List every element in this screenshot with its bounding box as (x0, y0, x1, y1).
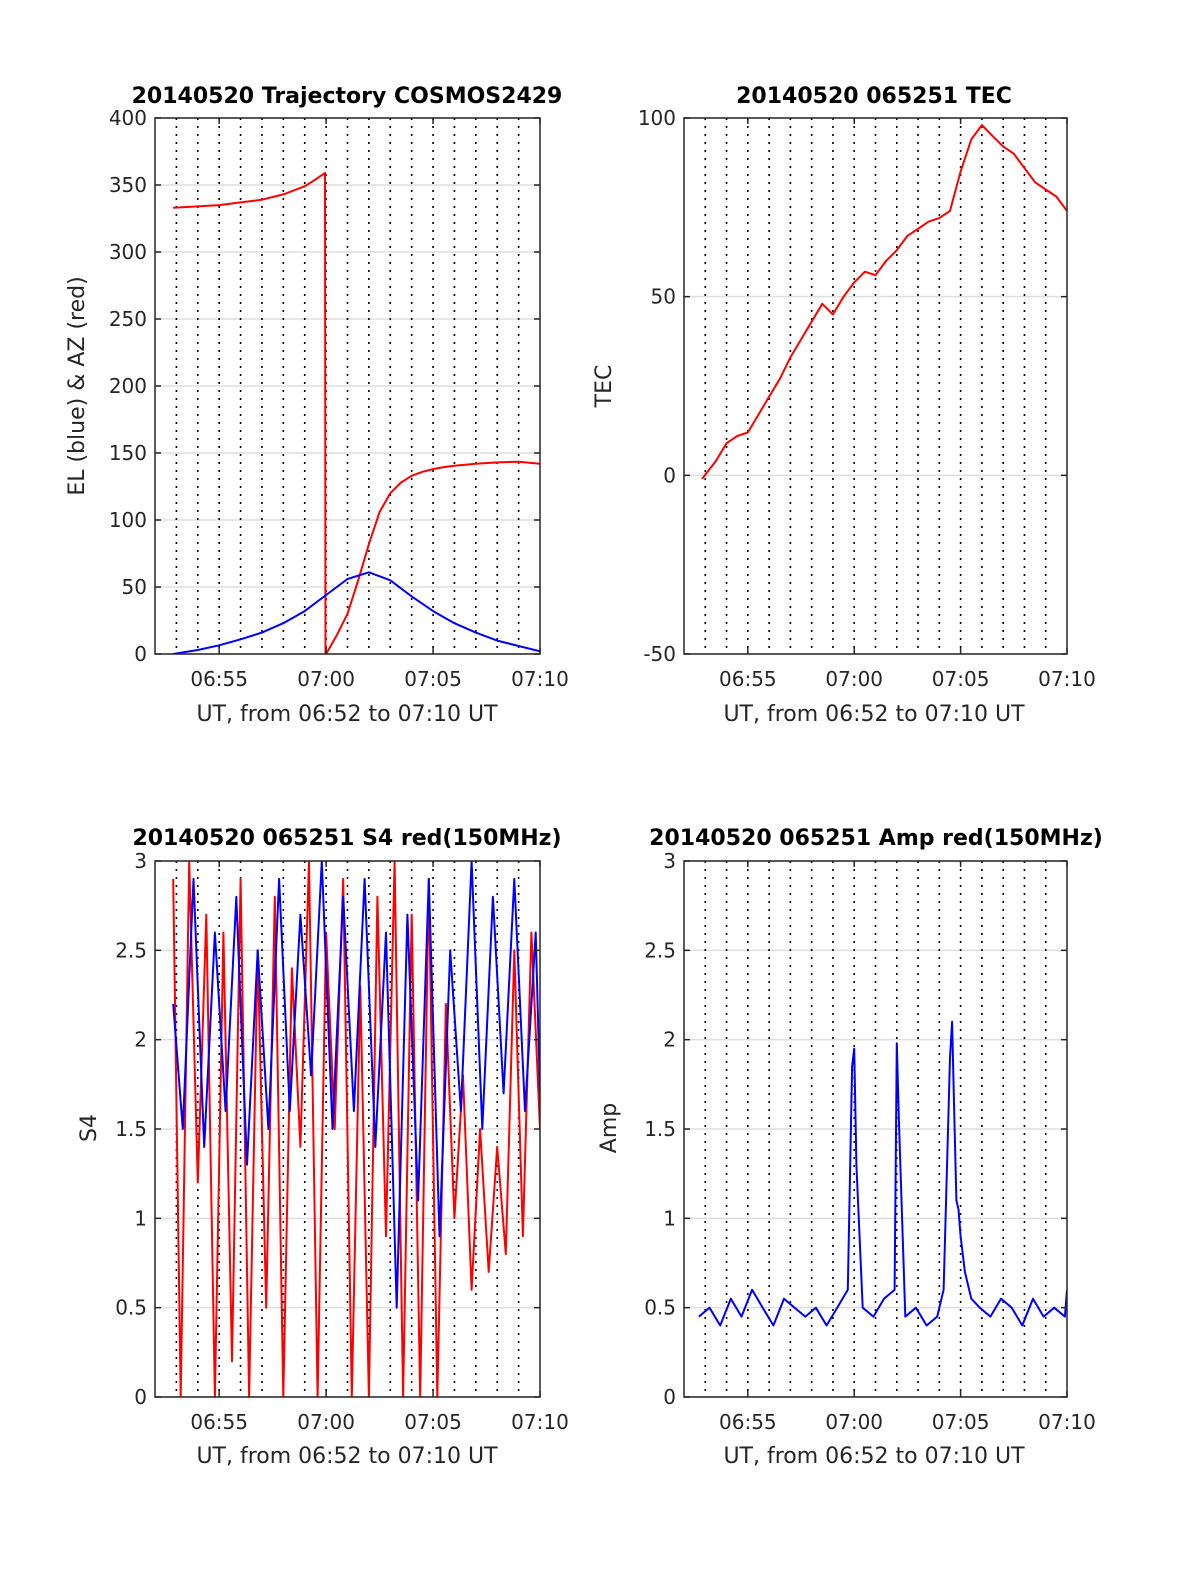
x-tick-label: 06:55 (719, 667, 777, 691)
x-tick-label: 07:10 (1038, 1410, 1096, 1434)
y-tick-label: 200 (109, 374, 147, 398)
y-tick-label: 0 (134, 1385, 147, 1409)
chart-amp: 0 0.5 1 1.5 2 2.5 3 06:55 07:00 07:05 07:10 201405… (597, 826, 1103, 1469)
x-axis-label: UT, from 06:52 to 07:10 UT (196, 702, 498, 727)
x-tick-label: 07:05 (932, 667, 990, 691)
x-tick-label: 06:55 (190, 1410, 248, 1434)
x-axis-label: UT, from 06:52 to 07:10 UT (723, 702, 1025, 727)
x-tick-label: 07:10 (511, 1410, 569, 1434)
x-tick-label: 07:00 (297, 667, 355, 691)
chart-title: 20140520 065251 TEC (736, 84, 1012, 109)
y-tick-label: 50 (122, 575, 147, 599)
y-tick-label: 2 (663, 1028, 676, 1052)
chart-title: 20140520 Trajectory COSMOS2429 (132, 84, 563, 109)
y-axis-label: TEC (592, 365, 617, 409)
y-tick-label: 0 (663, 463, 676, 487)
x-tick-label: 06:55 (719, 1410, 777, 1434)
series-line (701, 124, 1067, 480)
y-tick-label: 0 (134, 642, 147, 666)
y-tick-label: 1 (134, 1206, 147, 1230)
x-tick-label: 07:00 (297, 1410, 355, 1434)
x-tick-label: 07:05 (404, 667, 462, 691)
x-tick-label: 07:10 (1038, 667, 1096, 691)
y-tick-label: 2.5 (644, 938, 676, 962)
series-line (698, 1020, 1067, 1327)
y-tick-label: 300 (109, 240, 147, 264)
chart-s4: 0 0.5 1 1.5 2 2.5 3 06:55 07:00 07:05 07:10 201405… (77, 826, 569, 1469)
y-tick-label: 1.5 (115, 1117, 147, 1141)
y-tick-label: 1.5 (644, 1117, 676, 1141)
y-tick-label: 150 (109, 441, 147, 465)
y-axis-label: S4 (77, 1114, 102, 1142)
x-tick-label: 07:05 (404, 1410, 462, 1434)
y-tick-label: 250 (109, 307, 147, 331)
x-axis-label: UT, from 06:52 to 07:10 UT (723, 1444, 1025, 1469)
x-tick-label: 06:55 (190, 667, 248, 691)
x-tick-label: 07:05 (932, 1410, 990, 1434)
y-axis-label: Amp (597, 1103, 622, 1153)
y-tick-label: 0 (663, 1385, 676, 1409)
chart-title: 20140520 065251 Amp red(150MHz) (649, 826, 1103, 851)
y-tick-label: 1 (663, 1206, 676, 1230)
series-line (173, 571, 540, 654)
x-tick-label: 07:00 (825, 667, 883, 691)
y-tick-label: -50 (643, 642, 676, 666)
series-line (172, 861, 540, 1397)
x-axis-label: UT, from 06:52 to 07:10 UT (196, 1444, 498, 1469)
y-tick-label: 400 (109, 106, 147, 130)
y-tick-label: 0.5 (644, 1296, 676, 1320)
chart-title: 20140520 065251 S4 red(150MHz) (132, 826, 561, 851)
chart-tec: -50 0 50 100 06:55 07:00 07:05 07:10 20140520 0… (592, 84, 1096, 727)
y-tick-label: 2.5 (115, 938, 147, 962)
y-tick-label: 2 (134, 1028, 147, 1052)
axes-box (683, 117, 1068, 655)
y-tick-label: 350 (109, 173, 147, 197)
series-line (173, 171, 540, 654)
y-tick-label: 50 (651, 285, 676, 309)
chart-trajectory: 0 50 100 150 200 250 300 350 400 06:55 07:00 07:05 0… (65, 84, 569, 727)
x-tick-label: 07:00 (825, 1410, 883, 1434)
y-tick-label: 0.5 (115, 1296, 147, 1320)
y-axis-label: EL (blue) & AZ (red) (65, 276, 90, 495)
x-tick-label: 07:10 (511, 667, 569, 691)
y-tick-label: 100 (638, 106, 676, 130)
y-tick-label: 3 (134, 849, 147, 873)
y-tick-label: 100 (109, 508, 147, 532)
y-tick-label: 3 (663, 849, 676, 873)
series-line (172, 861, 540, 1309)
